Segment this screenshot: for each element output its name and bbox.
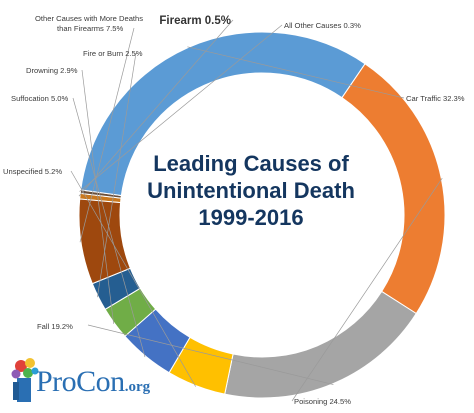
slice-label-firearm: Firearm 0.5% (159, 15, 231, 27)
donut-slices (78, 31, 446, 399)
leader-line-all-other-causes (79, 24, 283, 192)
slice-labels: Firearm 0.5% All Other Causes 0.3% Car T… (3, 14, 465, 406)
logo-name: ProCon (36, 365, 125, 398)
leader-line-car-traffic (187, 46, 405, 99)
slice-fall (224, 290, 417, 399)
procon-logo: ProCon.org (8, 352, 198, 410)
slice-label-car-traffic: Car Traffic 32.3% (406, 94, 465, 103)
slice-label-all-other-causes: All Other Causes 0.3% (284, 21, 361, 30)
leader-line-fire-or-burn (97, 52, 137, 298)
slice-label-suffocation: Suffocation 5.0% (11, 94, 69, 103)
leader-line-unspecified (70, 170, 196, 387)
slice-label-fall: Fall 19.2% (37, 322, 73, 331)
leader-line-firearm (78, 19, 234, 197)
leader-line-suffocation (72, 97, 146, 358)
procon-logo-icon (11, 358, 39, 402)
slice-label-other-causes-line2: than Firearms 7.5% (57, 24, 124, 33)
slice-other-causes-with-more-deaths-than-firearms (78, 198, 132, 285)
slice-label-drowning: Drowning 2.9% (26, 66, 78, 75)
slice-label-other-causes-line1: Other Causes with More Deaths (35, 14, 143, 23)
leader-line-fall (87, 324, 334, 385)
leader-line-drowning (81, 69, 114, 324)
label-leader-lines (70, 19, 443, 402)
leader-line-poisoning (291, 177, 443, 402)
slice-label-poisoning: Poisoning 24.5% (294, 397, 351, 406)
leader-line-other-causes-with-more-deaths-than-firearms (79, 27, 135, 243)
procon-logo-text: ProCon.org (36, 365, 150, 399)
logo-suffix: .org (124, 379, 151, 395)
slice-label-fire-or-burn: Fire or Burn 2.5% (83, 49, 143, 58)
slice-label-unspecified: Unspecified 5.2% (3, 167, 62, 176)
chart-title-line-3: 1999-2016 (198, 205, 303, 230)
chart-title-line-1: Leading Causes of (153, 151, 349, 176)
chart-title-line-2: Unintentional Death (147, 178, 355, 203)
chart-title: Leading Causes of Unintentional Death 19… (147, 151, 355, 230)
